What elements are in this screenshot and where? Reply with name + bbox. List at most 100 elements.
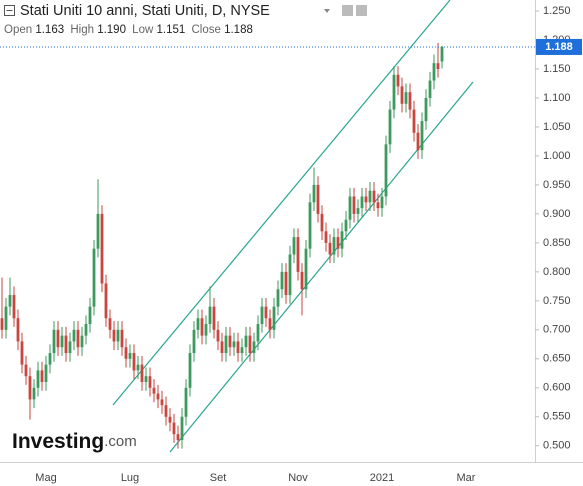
x-tick-label: Lug — [121, 472, 139, 484]
candle-body — [52, 329, 56, 354]
candle-body — [248, 335, 252, 354]
candle-body — [8, 295, 12, 307]
y-tick-label: 0.500 — [543, 440, 571, 452]
candle-body — [84, 324, 88, 336]
candle-body — [40, 370, 44, 383]
candle-body — [228, 335, 232, 348]
candle-body — [428, 80, 432, 98]
candle-body — [244, 335, 248, 348]
y-tick-label: 0.850 — [543, 237, 571, 249]
x-tick-label: 2021 — [370, 472, 394, 484]
candle-body — [272, 306, 276, 330]
y-tick-label: 0.700 — [543, 324, 571, 336]
candle-body — [32, 387, 36, 400]
x-tick-label: Set — [210, 472, 227, 484]
candle-body — [400, 86, 404, 104]
ohlc-value: 1.188 — [224, 24, 253, 36]
candle-body — [252, 341, 256, 354]
candle-body — [328, 242, 332, 255]
y-tick-label: 0.800 — [543, 266, 571, 278]
candle-body — [28, 376, 32, 400]
y-tick-label: 0.550 — [543, 411, 571, 423]
candle-body — [216, 329, 220, 342]
y-tick-label: 0.600 — [543, 382, 571, 394]
candle-body — [368, 190, 372, 203]
candle-body — [420, 121, 424, 151]
plot-area — [0, 0, 474, 453]
candle-body — [292, 237, 296, 255]
candle-body — [360, 196, 364, 209]
candle-body — [364, 196, 368, 203]
candle-body — [376, 202, 380, 209]
candle-body — [324, 231, 328, 243]
candle-body — [232, 341, 236, 348]
candle-body — [116, 329, 120, 342]
candle-body — [320, 213, 324, 232]
candle-body — [104, 283, 108, 319]
candle-body — [124, 347, 128, 359]
eye-icon[interactable] — [342, 5, 353, 16]
candle-body — [348, 196, 352, 220]
ohlc-legend: Open 1.163 High 1.190 Low 1.151 Close 1.… — [4, 24, 253, 36]
candle-body — [356, 208, 360, 214]
y-tick-label: 1.050 — [543, 121, 571, 133]
candle-body — [204, 324, 208, 336]
candle-body — [120, 329, 124, 348]
candle-body — [136, 364, 140, 371]
candle-body — [72, 329, 76, 342]
candle-body — [260, 306, 264, 325]
candle-body — [128, 353, 132, 359]
candle-body — [12, 295, 16, 319]
candle-body — [100, 213, 104, 284]
candle-body — [96, 213, 100, 249]
candle-body — [424, 97, 428, 122]
candle-body — [372, 190, 376, 203]
candle-body — [200, 318, 204, 336]
candle-body — [20, 341, 24, 365]
logo: Investing.com — [12, 430, 137, 453]
candle-body — [220, 341, 224, 354]
candle-body — [212, 306, 216, 330]
candle-body — [304, 248, 308, 290]
candle-body — [408, 92, 412, 110]
candle-body — [308, 202, 312, 249]
ohlc-value: 1.163 — [35, 24, 64, 36]
collapse-icon[interactable] — [4, 5, 15, 16]
candle-body — [268, 318, 272, 330]
candle-body — [332, 237, 336, 255]
ohlc-value: 1.190 — [97, 24, 126, 36]
y-tick-label: 1.000 — [543, 150, 571, 162]
candle-body — [336, 237, 340, 249]
candle-body — [196, 318, 200, 330]
candle-body — [380, 196, 384, 209]
y-tick-label: 0.950 — [543, 179, 571, 191]
y-tick-label: 0.650 — [543, 353, 571, 365]
candle-body — [44, 364, 48, 383]
channel-line — [169, 81, 474, 453]
logo-domain: .com — [104, 433, 137, 450]
candle-body — [256, 324, 260, 342]
candle-body — [264, 306, 268, 319]
ohlc-label: Close — [191, 24, 220, 36]
candle-body — [48, 353, 52, 365]
candle-body — [180, 416, 184, 440]
candle-body — [208, 306, 212, 325]
x-tick-label: Mag — [35, 472, 56, 484]
candle-body — [316, 184, 320, 214]
candle-body — [24, 364, 28, 377]
candle-body — [68, 341, 72, 354]
candle-body — [280, 271, 284, 290]
logo-name: Investing — [12, 430, 104, 453]
ohlc-value: 1.151 — [156, 24, 185, 36]
candle-body — [108, 318, 112, 330]
candle-body — [276, 289, 280, 307]
candle-body — [140, 364, 144, 383]
x-tick-label: Mar — [457, 472, 476, 484]
candle-body — [240, 347, 244, 354]
candle-body — [76, 329, 80, 348]
settings-icon[interactable] — [356, 5, 367, 16]
candle-body — [392, 74, 396, 110]
dropdown-arrow[interactable] — [324, 9, 330, 13]
candle-body — [0, 318, 4, 330]
